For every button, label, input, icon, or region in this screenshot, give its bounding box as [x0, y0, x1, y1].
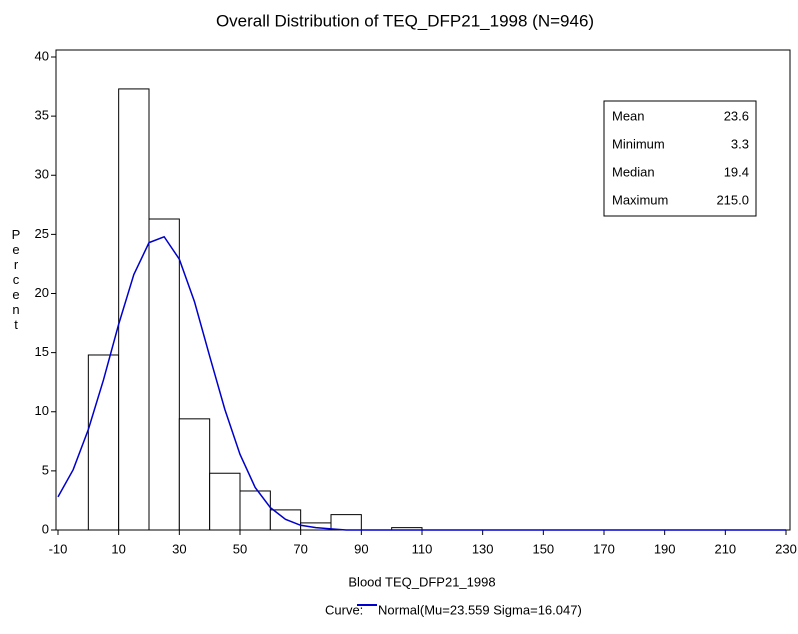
legend-title: Curve: — [325, 602, 363, 617]
x-tick-label: 230 — [775, 541, 797, 556]
x-tick-label: 30 — [172, 541, 186, 556]
bar — [209, 472, 241, 531]
stat-label: Median — [612, 164, 655, 179]
x-tick-label: 130 — [472, 541, 494, 556]
stats-box — [603, 100, 757, 217]
stat-label: Minimum — [612, 136, 665, 151]
x-tick-label: 150 — [532, 541, 554, 556]
y-tick-label: 25 — [35, 226, 49, 241]
y-tick-label: 20 — [35, 285, 49, 300]
stat-value: 3.3 — [731, 136, 749, 151]
bar — [239, 490, 271, 531]
stat-value: 19.4 — [724, 164, 749, 179]
bar — [330, 514, 362, 531]
bar — [178, 418, 211, 531]
chart-title: Overall Distribution of TEQ_DFP21_1998 (… — [216, 11, 594, 30]
bar — [87, 354, 120, 531]
y-tick-label: 5 — [42, 462, 49, 477]
y-tick-label: 35 — [35, 108, 49, 123]
x-tick-label: -10 — [49, 541, 68, 556]
x-tick-label: 190 — [654, 541, 676, 556]
x-tick-label: 70 — [293, 541, 307, 556]
x-tick-label: 210 — [714, 541, 736, 556]
stat-label: Mean — [612, 108, 645, 123]
y-tick-label: 15 — [35, 344, 49, 359]
x-tick-label: 90 — [354, 541, 368, 556]
y-tick-label: 0 — [42, 521, 49, 536]
x-tick-label: 170 — [593, 541, 615, 556]
normal-curve — [57, 235, 786, 531]
x-tick-label: 10 — [111, 541, 125, 556]
x-tick-label: 110 — [412, 541, 433, 556]
y-tick-label: 10 — [35, 403, 49, 418]
legend-label: Normal(Mu=23.559 Sigma=16.047) — [378, 602, 582, 617]
stat-label: Maximum — [612, 192, 668, 207]
y-tick-label: 40 — [35, 48, 49, 63]
bar — [148, 218, 180, 531]
y-tick-label: 30 — [35, 167, 49, 182]
x-axis-label: Blood TEQ_DFP21_1998 — [348, 574, 495, 589]
x-tick-label: 50 — [233, 541, 247, 556]
stat-value: 215.0 — [716, 192, 749, 207]
stat-value: 23.6 — [724, 108, 749, 123]
